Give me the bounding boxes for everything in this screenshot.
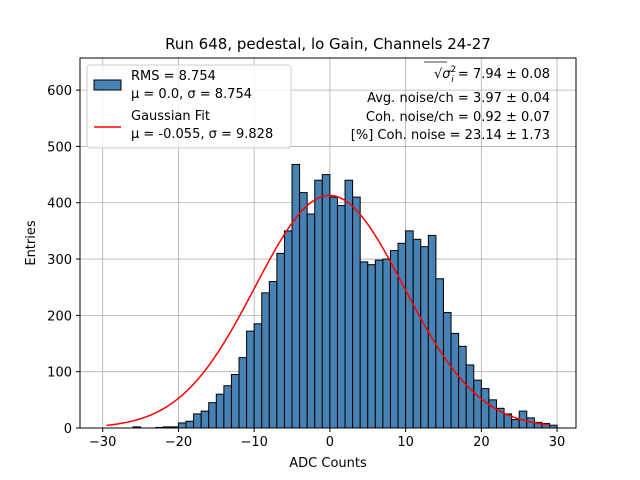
x-tick-label: 10	[397, 435, 414, 450]
histogram-bar	[374, 259, 384, 429]
histogram-bar	[450, 332, 460, 429]
legend-fit-stats: μ = -0.055, σ = 9.828	[131, 127, 273, 142]
histogram-bar	[420, 246, 429, 429]
histogram-bar	[200, 410, 210, 429]
histogram-bar	[412, 238, 422, 429]
histogram-bar	[246, 330, 255, 429]
histogram-bars	[132, 163, 558, 429]
x-tick-label: 20	[473, 435, 490, 450]
histogram-bar	[185, 420, 195, 429]
noise-annotations: √σ2 i = 7.94 ± 0.08 Avg. noise/ch = 3.97 …	[351, 61, 550, 143]
histogram-bar	[473, 379, 482, 429]
y-tick-label: 500	[47, 140, 72, 155]
histogram-bar	[405, 230, 414, 429]
legend-histogram-swatch	[93, 79, 122, 91]
legend: RMS = 8.754 μ = 0.0, σ = 8.754 Gaussian …	[86, 64, 292, 149]
y-tick-label: 300	[47, 253, 72, 268]
histogram-bar	[306, 213, 316, 429]
x-tick-label: 30	[549, 435, 566, 450]
annotation-sigma-sup: 2	[451, 65, 457, 75]
histogram-bar	[359, 261, 369, 429]
histogram-bar	[511, 419, 520, 429]
histogram-bar	[299, 192, 308, 429]
annotation-sigma-symbol: σ	[442, 67, 451, 82]
histogram-bar	[276, 252, 285, 429]
annotation-sigma-value: = 7.94 ± 0.08	[454, 67, 550, 82]
y-tick-label: 200	[47, 309, 72, 324]
x-tick-label: −10	[240, 435, 267, 450]
annotation-avg-noise: Avg. noise/ch = 3.97 ± 0.04	[367, 91, 550, 106]
histogram-bar	[261, 292, 270, 429]
histogram-bar	[329, 196, 338, 429]
x-axis-label: ADC Counts	[289, 456, 367, 471]
legend-histogram-stats: μ = 0.0, σ = 8.754	[131, 87, 252, 102]
histogram-bar	[367, 264, 376, 429]
histogram-bar	[442, 312, 452, 429]
y-tick-label: 600	[47, 84, 72, 99]
y-tick-label: 0	[64, 422, 72, 437]
histogram-bar	[336, 205, 346, 429]
x-tick-label: −30	[89, 435, 116, 450]
x-axis-ticks: −30 −20 −10 0 10 20 30	[89, 428, 565, 450]
annotation-sigma-sub: i	[451, 75, 454, 85]
y-tick-label: 400	[47, 197, 72, 212]
annotation-coh-noise: Coh. noise/ch = 0.92 ± 0.07	[366, 110, 550, 125]
histogram-bar	[268, 281, 278, 429]
histogram-bar	[352, 196, 361, 429]
histogram-bar	[427, 234, 437, 429]
histogram-bar	[238, 357, 248, 429]
histogram-bar	[397, 242, 407, 429]
chart-title: Run 648, pedestal, lo Gain, Channels 24-…	[165, 35, 491, 53]
sqrt-icon: √	[434, 67, 443, 82]
y-axis-ticks: 0 100 200 300 400 500 600	[47, 84, 80, 437]
legend-histogram-label: RMS = 8.754	[131, 69, 216, 84]
histogram-bar	[291, 163, 301, 429]
histogram-bar	[465, 364, 475, 429]
annotation-coh-noise-pct: [%] Coh. noise = 23.14 ± 1.73	[351, 128, 550, 143]
histogram-bar	[193, 413, 202, 429]
y-tick-label: 100	[47, 366, 72, 381]
x-tick-label: −20	[165, 435, 192, 450]
gaussian-fit	[106, 194, 549, 427]
histogram-bar	[230, 373, 240, 429]
histogram-bar	[389, 250, 399, 429]
histogram-bar	[177, 422, 187, 429]
histogram-bar	[344, 179, 354, 429]
legend-box	[86, 64, 292, 149]
histogram-bar	[314, 179, 323, 429]
histogram-bar	[223, 385, 232, 429]
y-axis-label: Entries	[24, 220, 39, 266]
annotation-sigma: √σ2 i = 7.94 ± 0.08	[434, 65, 550, 85]
plot-frame	[79, 57, 577, 429]
histogram-bar	[253, 323, 263, 429]
x-tick-label: 0	[326, 435, 334, 450]
histogram-bar	[321, 174, 331, 429]
gaussian-fit-curve	[106, 194, 549, 427]
histogram-bar	[283, 230, 293, 429]
histogram-bar	[208, 402, 217, 429]
histogram-bar	[480, 388, 490, 429]
legend-fit-label: Gaussian Fit	[131, 109, 210, 124]
histogram-bar	[215, 393, 225, 429]
histogram-bar	[488, 399, 497, 429]
histogram-bar	[458, 345, 467, 429]
histogram-bar	[382, 258, 391, 429]
